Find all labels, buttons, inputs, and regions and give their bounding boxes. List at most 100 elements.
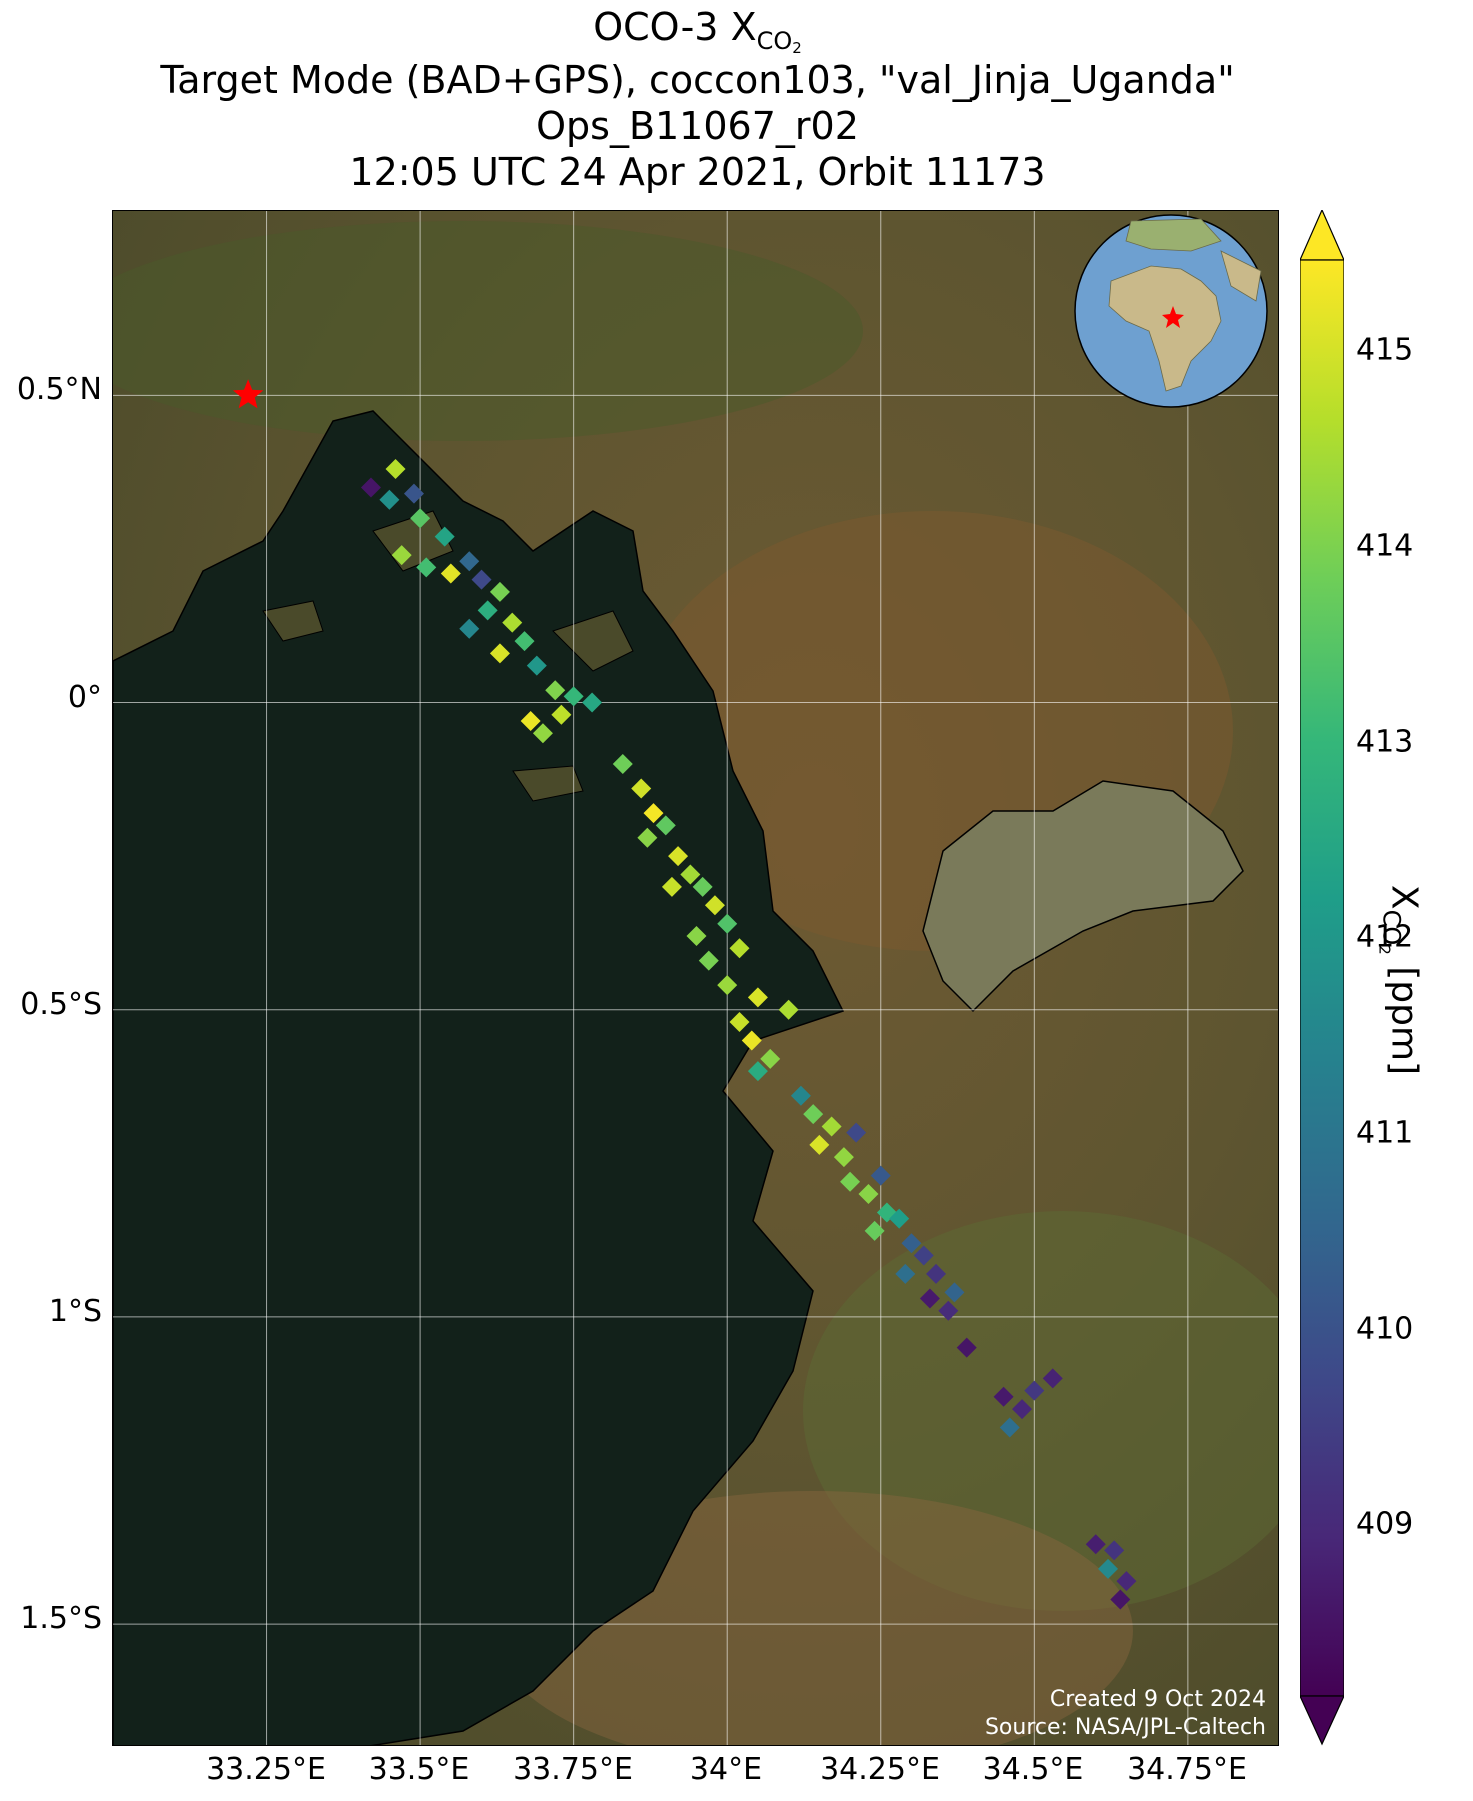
sounding-footprint	[612, 753, 633, 774]
title-line-2: Target Mode (BAD+GPS), coccon103, "val_J…	[160, 58, 1235, 102]
lat-tick: 0°	[67, 680, 102, 715]
colorbar-tick: 413	[1356, 724, 1414, 760]
sounding-footprint	[551, 704, 572, 725]
sounding-footprint	[526, 655, 547, 676]
sounding-footprint	[692, 876, 713, 897]
sounding-footprint	[741, 1030, 762, 1051]
sounding-footprint	[717, 913, 738, 934]
sounding-footprint	[582, 692, 603, 713]
land-patch	[113, 221, 863, 441]
sounding-footprint	[704, 895, 725, 916]
sounding-footprint	[999, 1417, 1020, 1438]
sounding-footprint	[643, 803, 664, 824]
sounding-footprint	[655, 815, 676, 836]
sounding-footprint	[1024, 1380, 1045, 1401]
sounding-footprint	[895, 1263, 916, 1284]
sounding-footprint	[1098, 1558, 1119, 1579]
title-line-3: Ops_B11067_r02	[536, 104, 859, 148]
globe-arabia	[1220, 250, 1262, 302]
colorbar-gradient	[1300, 259, 1344, 1697]
sounding-footprint	[747, 1061, 768, 1082]
sounding-footprint	[993, 1386, 1014, 1407]
sounding-footprint	[459, 618, 480, 639]
sounding-footprint	[502, 612, 523, 633]
lon-tick: 34.25°E	[820, 1752, 940, 1787]
colorbar-tick: 414	[1356, 528, 1414, 564]
sounding-footprint	[416, 557, 437, 578]
sounding-footprint	[489, 581, 510, 602]
sounding-footprint	[1085, 1534, 1106, 1555]
colorbar-tick: 415	[1356, 332, 1414, 368]
colorbar	[1300, 210, 1344, 1746]
colorbar-tick: 410	[1356, 1311, 1414, 1347]
sounding-footprint	[729, 1012, 750, 1033]
sounding-footprint	[698, 950, 719, 971]
lon-tick: 33.25°E	[206, 1752, 326, 1787]
sounding-footprint	[760, 1048, 781, 1069]
island	[552, 610, 634, 672]
sounding-footprint	[1110, 1589, 1131, 1610]
sounding-footprint	[563, 686, 584, 707]
sounding-footprint	[477, 600, 498, 621]
title-line-1: OCO-3 XCO2	[0, 5, 1395, 57]
sounding-footprint	[1116, 1571, 1137, 1592]
sounding-footprint	[686, 925, 707, 946]
title-subscript: CO2	[756, 27, 802, 57]
lat-tick: 1°S	[48, 1294, 102, 1329]
land-patch	[803, 1211, 1278, 1611]
sounding-footprint	[1042, 1368, 1063, 1389]
lat-tick: 0.5°S	[20, 987, 102, 1022]
lon-tick: 33.75°E	[513, 1752, 633, 1787]
lon-tick: 34.5°E	[982, 1752, 1084, 1787]
colorbar-tick: 411	[1356, 1115, 1414, 1151]
title-line-4: 12:05 UTC 24 Apr 2021, Orbit 11173	[349, 150, 1046, 194]
sounding-footprint	[790, 1085, 811, 1106]
sounding-footprint	[846, 1122, 867, 1143]
sounding-footprint	[729, 938, 750, 959]
sounding-footprint	[471, 569, 492, 590]
sounding-footprint	[434, 526, 455, 547]
sounding-footprint	[803, 1104, 824, 1125]
sounding-footprint	[747, 987, 768, 1008]
sounding-footprint	[631, 778, 652, 799]
lat-tick: 0.5°N	[16, 372, 102, 407]
sounding-footprint	[532, 723, 553, 744]
xco2-soundings	[360, 459, 1137, 1610]
created-text: Created 9 Oct 2024	[1049, 1687, 1266, 1712]
colorbar-tick: 409	[1356, 1506, 1414, 1542]
sounding-footprint	[840, 1171, 861, 1192]
sounding-footprint	[833, 1147, 854, 1168]
sounding-footprint	[870, 1165, 891, 1186]
colorbar-tick: 412	[1356, 919, 1414, 955]
colorbar-extend-min	[1300, 1695, 1344, 1746]
target-star-marker	[232, 379, 264, 409]
globe-inset	[1074, 214, 1268, 408]
sounding-footprint	[403, 483, 424, 504]
colorbar-label: XCO2 [ppm]	[1375, 884, 1425, 1076]
title-prefix: OCO-3 X	[593, 5, 757, 49]
sounding-footprint	[864, 1220, 885, 1241]
sounding-footprint	[821, 1116, 842, 1137]
globe-target-star	[1162, 306, 1184, 328]
island	[512, 765, 584, 802]
sounding-footprint	[956, 1337, 977, 1358]
sounding-footprint	[809, 1134, 830, 1155]
sounding-footprint	[938, 1300, 959, 1321]
target-star	[232, 379, 264, 409]
sounding-footprint	[1012, 1399, 1033, 1420]
map-panel[interactable]: Created 9 Oct 2024 Source: NASA/JPL-Calt…	[112, 210, 1279, 1746]
sounding-footprint	[459, 551, 480, 572]
sounding-footprint	[901, 1233, 922, 1254]
island	[262, 600, 324, 642]
sounding-footprint	[913, 1245, 934, 1266]
map-svg	[113, 211, 1278, 1745]
sounding-footprint	[520, 710, 541, 731]
sounding-footprint	[391, 545, 412, 566]
graticule	[113, 211, 1278, 1745]
lon-tick: 33.5°E	[368, 1752, 470, 1787]
lon-tick: 34.75°E	[1127, 1752, 1247, 1787]
sounding-footprint	[661, 876, 682, 897]
sounding-footprint	[545, 680, 566, 701]
sounding-footprint	[514, 631, 535, 652]
sounding-footprint	[1104, 1540, 1125, 1561]
